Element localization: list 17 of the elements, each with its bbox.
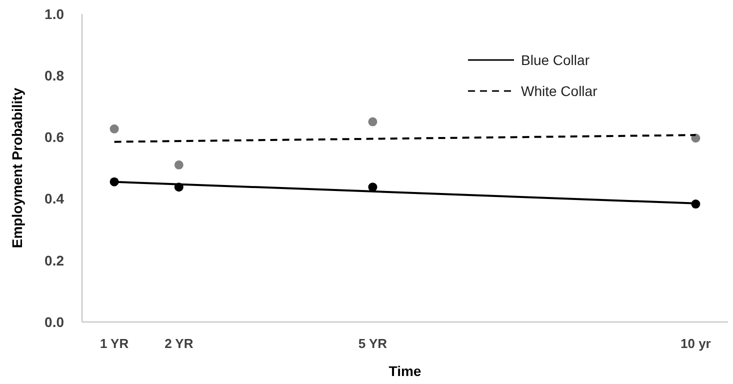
x-tick-label: 1 YR (100, 336, 130, 351)
y-tick-label: 0.4 (44, 190, 64, 207)
legend-label: Blue Collar (521, 52, 590, 68)
x-tick-label: 10 yr (680, 336, 711, 351)
point (368, 117, 378, 126)
y-axis-title: Employment Probability (9, 88, 25, 248)
point (110, 124, 119, 134)
y-tick-label: 1.0 (44, 6, 64, 22)
point (174, 160, 184, 170)
y-tick-label: 0.6 (44, 129, 64, 146)
x-tick-label: 2 YR (164, 336, 194, 351)
y-tick-label: 0.2 (44, 252, 64, 268)
x-tick-label: 5 YR (358, 336, 388, 351)
x-axis-title: Time (388, 363, 422, 379)
legend-label: White Collar (521, 82, 598, 99)
y-tick-label: 0.0 (44, 314, 64, 330)
y-tick-label: 0.8 (44, 68, 64, 84)
